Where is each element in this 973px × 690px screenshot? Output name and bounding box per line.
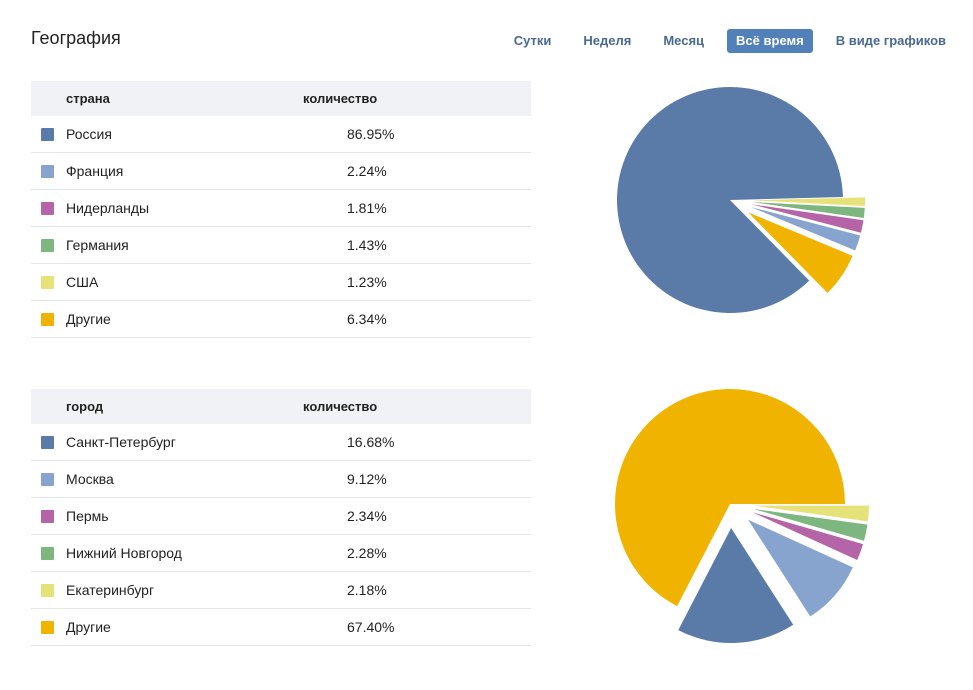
row-value: 67.40% [347,619,395,635]
tab-week[interactable]: Неделя [583,33,632,48]
table-row: Пермь 2.34% [31,498,531,535]
pie-slice-Другие [615,389,845,607]
row-value: 1.23% [347,274,387,290]
tab-day[interactable]: Сутки [513,33,552,48]
row-name: Пермь [66,508,109,524]
table-row: США 1.23% [31,264,531,301]
row-name: Германия [66,237,129,253]
row-value: 1.43% [347,237,387,253]
row-name: Москва [66,471,114,487]
legend-swatch [41,546,54,560]
countries-table: страна количество Россия 86.95% Франция … [31,81,531,338]
pie-slice-Нижний Новгород [753,508,868,541]
row-name: Другие [66,311,111,327]
row-name: Франция [66,163,124,179]
pie-slice-Пермь [752,512,864,560]
cities-table-header: город количество [31,389,531,424]
pie-slice-Москва [748,519,853,617]
row-name: США [66,274,99,290]
pie-slice-Франция [750,207,861,251]
period-tabs: Сутки Неделя Месяц Всё время В виде граф… [491,29,955,53]
table-row: Другие 6.34% [31,301,531,338]
table-row: Франция 2.24% [31,153,531,190]
table-row: Екатеринбург 2.18% [31,572,531,609]
row-name: Санкт-Петербург [66,434,176,450]
legend-swatch [41,238,54,252]
row-value: 2.28% [347,545,387,561]
legend-swatch [41,620,54,634]
table-row: Россия 86.95% [31,116,531,153]
row-value: 2.18% [347,582,387,598]
tab-as-charts[interactable]: В виде графиков [835,33,946,48]
table-row: Москва 9.12% [31,461,531,498]
row-value: 2.24% [347,163,387,179]
countries-table-header: страна количество [31,81,531,116]
row-name: Екатеринбург [66,582,155,598]
pie-slice-США [751,197,865,207]
table-row: Санкт-Петербург 16.68% [31,424,531,461]
row-name: Другие [66,619,111,635]
legend-swatch [41,127,54,141]
pie-slice-Другие [748,212,853,293]
row-name: Россия [66,126,112,142]
table-row: Германия 1.43% [31,227,531,264]
row-value: 9.12% [347,471,387,487]
page-title: География [31,28,121,48]
row-value: 16.68% [347,434,395,450]
countries-pie-chart [617,87,865,313]
table-row: Нижний Новгород 2.28% [31,535,531,572]
row-value: 2.34% [347,508,387,524]
legend-swatch [41,509,54,523]
column-header-count: количество [303,91,378,106]
pie-slice-Екатеринбург [753,505,869,522]
legend-swatch [41,312,54,326]
pie-slice-Нидерланды [751,204,864,233]
row-value: 86.95% [347,126,395,142]
row-value: 6.34% [347,311,387,327]
column-header-country: страна [66,91,110,106]
legend-swatch [41,275,54,289]
tab-all-time[interactable]: Всё время [727,29,813,53]
legend-swatch [41,201,54,215]
row-name: Нидерланды [66,200,150,216]
legend-swatch [41,583,54,597]
legend-swatch [41,472,54,486]
table-row: Другие 67.40% [31,609,531,646]
legend-swatch [41,435,54,449]
table-row: Нидерланды 1.81% [31,190,531,227]
row-name: Нижний Новгород [66,545,182,561]
pie-slice-Россия [617,87,843,313]
pie-slice-Германия [751,202,865,218]
cities-pie-chart [615,389,869,643]
legend-swatch [41,164,54,178]
column-header-count: количество [303,399,378,414]
tab-month[interactable]: Месяц [663,33,705,48]
pie-slice-Санкт-Петербург [678,527,794,643]
row-value: 1.81% [347,200,387,216]
cities-table: город количество Санкт-Петербург 16.68% … [31,389,531,646]
column-header-city: город [66,399,104,414]
